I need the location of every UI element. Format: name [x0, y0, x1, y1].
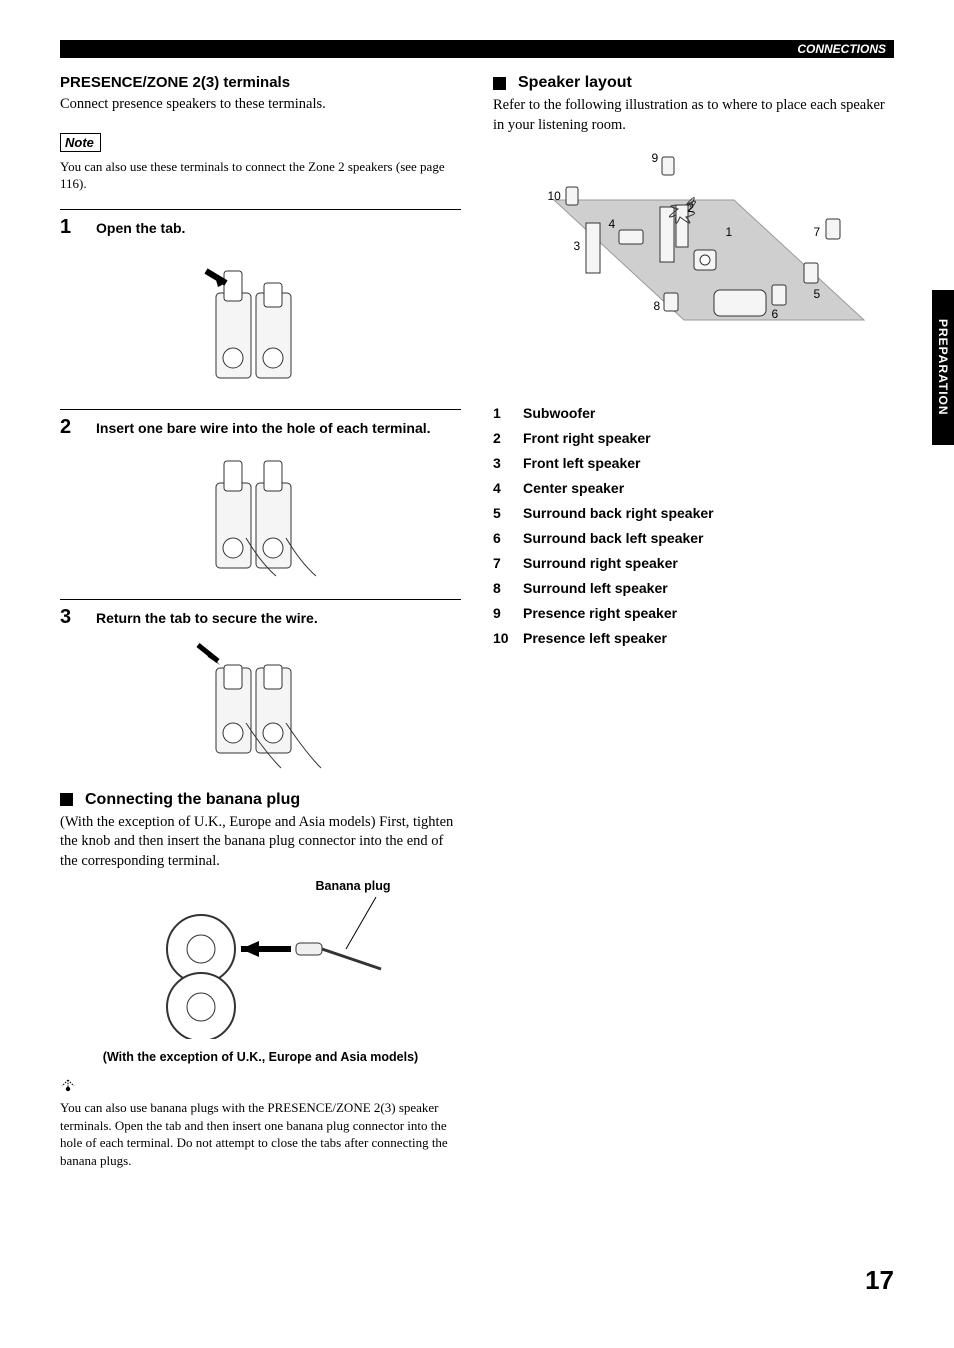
layout-label-9: 9	[652, 151, 659, 165]
note-label: Note	[60, 133, 101, 152]
list-item: 2 Front right speaker	[493, 430, 894, 446]
list-label: Front left speaker	[523, 455, 640, 471]
speaker-layout-intro: Refer to the following illustration as t…	[493, 96, 894, 135]
step-rule	[60, 599, 461, 600]
list-item: 3 Front left speaker	[493, 455, 894, 471]
two-column-layout: PRESENCE/ZONE 2(3) terminals Connect pre…	[60, 68, 894, 1170]
list-num: 10	[493, 630, 513, 646]
banana-heading-row: Connecting the banana plug	[60, 791, 461, 809]
list-item: 7 Surround right speaker	[493, 555, 894, 571]
list-num: 5	[493, 505, 513, 521]
square-bullet-icon	[60, 793, 73, 806]
list-label: Presence left speaker	[523, 630, 667, 646]
presence-zone-title: PRESENCE/ZONE 2(3) terminals	[60, 74, 461, 91]
presence-zone-intro: Connect presence speakers to these termi…	[60, 95, 461, 115]
step-3: 3 Return the tab to secure the wire.	[60, 606, 461, 629]
speaker-layout-figure-wrap: 9 10 4 3 2 1 8 6 5 7	[504, 145, 884, 395]
list-num: 7	[493, 555, 513, 571]
banana-figure-wrap: Banana plug	[91, 879, 431, 1044]
page-number: 17	[865, 1265, 894, 1296]
list-item: 10 Presence left speaker	[493, 630, 894, 646]
list-item: 6 Surround back left speaker	[493, 530, 894, 546]
side-tab-label: PREPARATION	[936, 319, 950, 416]
layout-label-3: 3	[574, 239, 581, 253]
list-item: 1 Subwoofer	[493, 405, 894, 421]
tip-icon	[60, 1078, 461, 1097]
banana-caption: (With the exception of U.K., Europe and …	[60, 1050, 461, 1064]
step-2: 2 Insert one bare wire into the hole of …	[60, 416, 461, 439]
layout-label-1: 1	[726, 225, 733, 239]
layout-label-7: 7	[814, 225, 821, 239]
header-bar: CONNECTIONS	[60, 40, 894, 58]
list-num: 9	[493, 605, 513, 621]
banana-tip-text: You can also use banana plugs with the P…	[60, 1099, 461, 1169]
step-rule	[60, 409, 461, 410]
list-num: 1	[493, 405, 513, 421]
speaker-layout-heading-row: Speaker layout	[493, 74, 894, 92]
speaker-legend-list: 1 Subwoofer 2 Front right speaker 3 Front l…	[493, 405, 894, 646]
step-1: 1 Open the tab.	[60, 216, 461, 239]
banana-plug-label: Banana plug	[315, 879, 390, 893]
step-text: Return the tab to secure the wire.	[96, 606, 461, 629]
step-text: Open the tab.	[96, 216, 461, 239]
step-number: 2	[60, 416, 80, 439]
step-number: 3	[60, 606, 80, 629]
list-label: Surround right speaker	[523, 555, 678, 571]
list-label: Presence right speaker	[523, 605, 677, 621]
side-tab-preparation: PREPARATION	[932, 290, 954, 445]
page-content: CONNECTIONS PRESENCE/ZONE 2(3) terminals…	[60, 40, 894, 1170]
list-item: 5 Surround back right speaker	[493, 505, 894, 521]
layout-label-6: 6	[772, 307, 779, 321]
step-number: 1	[60, 216, 80, 239]
layout-label-2: 2	[688, 201, 695, 215]
layout-label-5: 5	[814, 287, 821, 301]
layout-label-4: 4	[609, 217, 616, 231]
list-label: Subwoofer	[523, 405, 595, 421]
square-bullet-icon	[493, 77, 506, 90]
list-num: 4	[493, 480, 513, 496]
list-label: Surround back right speaker	[523, 505, 714, 521]
step1-figure	[186, 253, 336, 393]
speaker-layout-figure	[504, 145, 884, 390]
list-label: Center speaker	[523, 480, 624, 496]
step-text: Insert one bare wire into the hole of ea…	[96, 416, 461, 439]
banana-heading: Connecting the banana plug	[85, 791, 300, 809]
speaker-layout-heading: Speaker layout	[518, 74, 632, 92]
list-item: 8 Surround left speaker	[493, 580, 894, 596]
list-label: Front right speaker	[523, 430, 651, 446]
list-num: 8	[493, 580, 513, 596]
list-item: 9 Presence right speaker	[493, 605, 894, 621]
list-label: Surround back left speaker	[523, 530, 704, 546]
banana-body: (With the exception of U.K., Europe and …	[60, 813, 461, 872]
step3-figure	[186, 643, 336, 773]
step-rule	[60, 209, 461, 210]
list-num: 2	[493, 430, 513, 446]
header-section-label: CONNECTIONS	[797, 42, 886, 56]
layout-label-10: 10	[548, 189, 561, 203]
right-column: Speaker layout Refer to the following il…	[493, 68, 894, 1170]
banana-figure	[91, 879, 431, 1039]
left-column: PRESENCE/ZONE 2(3) terminals Connect pre…	[60, 68, 461, 1170]
layout-label-8: 8	[654, 299, 661, 313]
note-text: You can also use these terminals to conn…	[60, 158, 461, 193]
list-item: 4 Center speaker	[493, 480, 894, 496]
list-num: 6	[493, 530, 513, 546]
step2-figure	[186, 453, 336, 583]
list-label: Surround left speaker	[523, 580, 668, 596]
list-num: 3	[493, 455, 513, 471]
